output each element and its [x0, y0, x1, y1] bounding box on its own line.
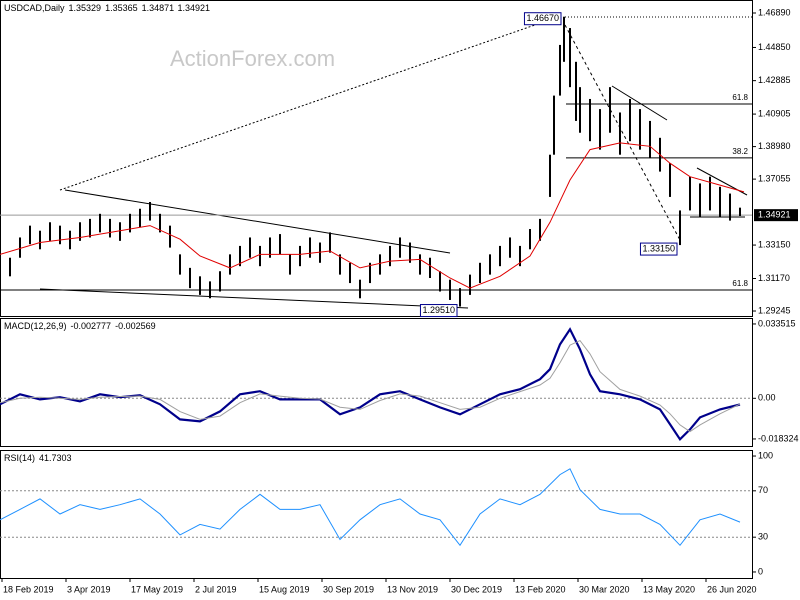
y-tick-label: 1.46890: [758, 7, 791, 17]
x-tick-label: 13 Feb 2020: [515, 584, 566, 594]
y-tick-label: 100: [758, 450, 773, 460]
readout-value: 1.35365: [105, 3, 138, 13]
annotation-box: [639, 242, 678, 256]
panel-header: RSI(14) 41.7303: [4, 453, 72, 463]
x-tick-label: 13 May 2020: [643, 584, 695, 594]
readout-value: 1.35329: [69, 3, 102, 13]
y-tick-label: -0.018324: [758, 433, 799, 443]
watermark: ActionForex.com: [170, 46, 335, 71]
series-line: [0, 327, 741, 442]
series-line: [0, 468, 741, 547]
x-tick-label: 2 Jul 2019: [195, 584, 237, 594]
x-tick-label: 30 Mar 2020: [579, 584, 630, 594]
x-tick-label: 18 Feb 2019: [3, 584, 54, 594]
x-tick-label: 3 Apr 2019: [67, 584, 111, 594]
panel-header: USDCAD,Daily 1.35329 1.35365 1.34871 1.34921: [4, 3, 210, 13]
panel-frame: [0, 450, 753, 579]
panel-title: RSI(14): [4, 453, 35, 463]
annotation-box: [523, 12, 562, 26]
y-tick-label: 0.033515: [758, 318, 796, 328]
y-tick-label: 1.38980: [758, 141, 791, 151]
trendline: [64, 189, 451, 254]
annotation-label: 1.33150: [642, 243, 675, 253]
y-tick-label: 0: [758, 566, 763, 576]
y-tick-label: 1.44850: [758, 42, 791, 52]
readout-value: 41.7303: [39, 453, 72, 463]
panel-header: MACD(12,26,9) -0.002777 -0.002569: [4, 321, 156, 331]
readout-value: 1.34921: [177, 3, 210, 13]
x-tick-label: 30 Sep 2019: [323, 584, 374, 594]
annotation-box: [419, 304, 458, 318]
panel-title: USDCAD,Daily: [4, 3, 65, 13]
fib-label: 61.8: [732, 279, 748, 288]
y-tick-label: 1.31170: [758, 273, 790, 283]
y-tick-label: 30: [758, 532, 768, 542]
readout-value: 1.34871: [142, 3, 175, 13]
x-tick-label: 30 Dec 2019: [451, 584, 502, 594]
panel-frame: [0, 318, 753, 447]
annotation-label: 1.46670: [526, 13, 559, 23]
annotation-label: 1.29510: [422, 305, 455, 315]
moving-average: [0, 142, 745, 289]
trendline: [59, 17, 556, 191]
x-tick-label: 15 Aug 2019: [259, 584, 310, 594]
x-tick-label: 17 May 2019: [131, 584, 183, 594]
y-tick-label: 1.33150: [758, 239, 791, 249]
trendline: [564, 24, 681, 241]
x-tick-label: 13 Nov 2019: [387, 584, 438, 594]
trendline: [611, 85, 668, 121]
fib-label: 61.8: [732, 93, 748, 102]
panel-frame: [0, 0, 753, 317]
y-tick-label: 1.42885: [758, 75, 791, 85]
last-price-label: 1.34921: [758, 210, 791, 220]
panel-title: MACD(12,26,9): [4, 321, 67, 331]
y-tick-label: 70: [758, 485, 768, 495]
y-tick-label: 1.29245: [758, 305, 791, 315]
fib-label: 38.2: [732, 147, 748, 156]
series-line: [0, 339, 741, 433]
y-tick-label: 1.37055: [758, 173, 791, 183]
readout-value: -0.002777: [71, 321, 112, 331]
readout-value: -0.002569: [115, 321, 156, 331]
y-tick-label: 0.00: [758, 393, 776, 403]
last-price-box: [754, 209, 798, 222]
y-tick-label: 1.40905: [758, 108, 791, 118]
x-tick-label: 26 Jun 2020: [707, 584, 757, 594]
trendline: [39, 288, 469, 309]
